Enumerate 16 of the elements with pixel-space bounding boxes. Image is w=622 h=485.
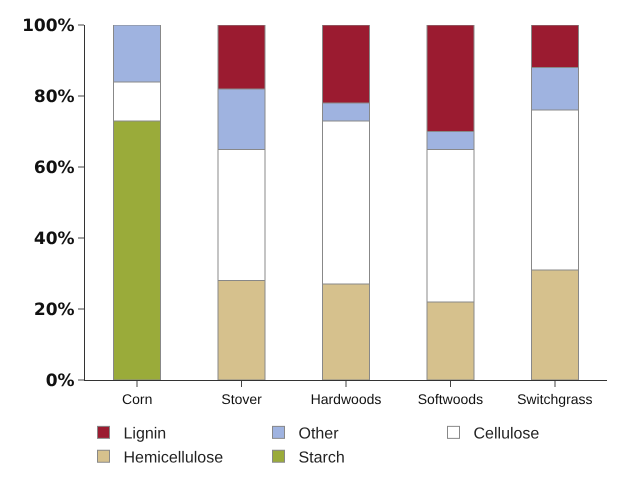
y-tick-label: 20% <box>34 300 75 320</box>
legend-label: Lignin <box>124 426 166 443</box>
x-tick-label: Stover <box>221 390 262 407</box>
y-tick-label: 80% <box>34 86 75 107</box>
legend-label: Hemicellulose <box>124 449 224 466</box>
legend-label: Starch <box>298 449 345 466</box>
x-tick-label: Softwoods <box>418 390 484 407</box>
legend-label: Cellulose <box>474 426 540 443</box>
y-tick-label: 100% <box>22 16 75 36</box>
y-tick-label: 0% <box>46 370 75 391</box>
x-tick-label: Hardwoods <box>310 390 382 407</box>
legend-label: Other <box>298 426 340 443</box>
x-tick-label: Corn <box>122 390 152 407</box>
y-tick-label: 60% <box>34 158 75 178</box>
x-tick-label: Switchgrass <box>517 390 593 407</box>
y-tick-label: 40% <box>34 228 75 249</box>
